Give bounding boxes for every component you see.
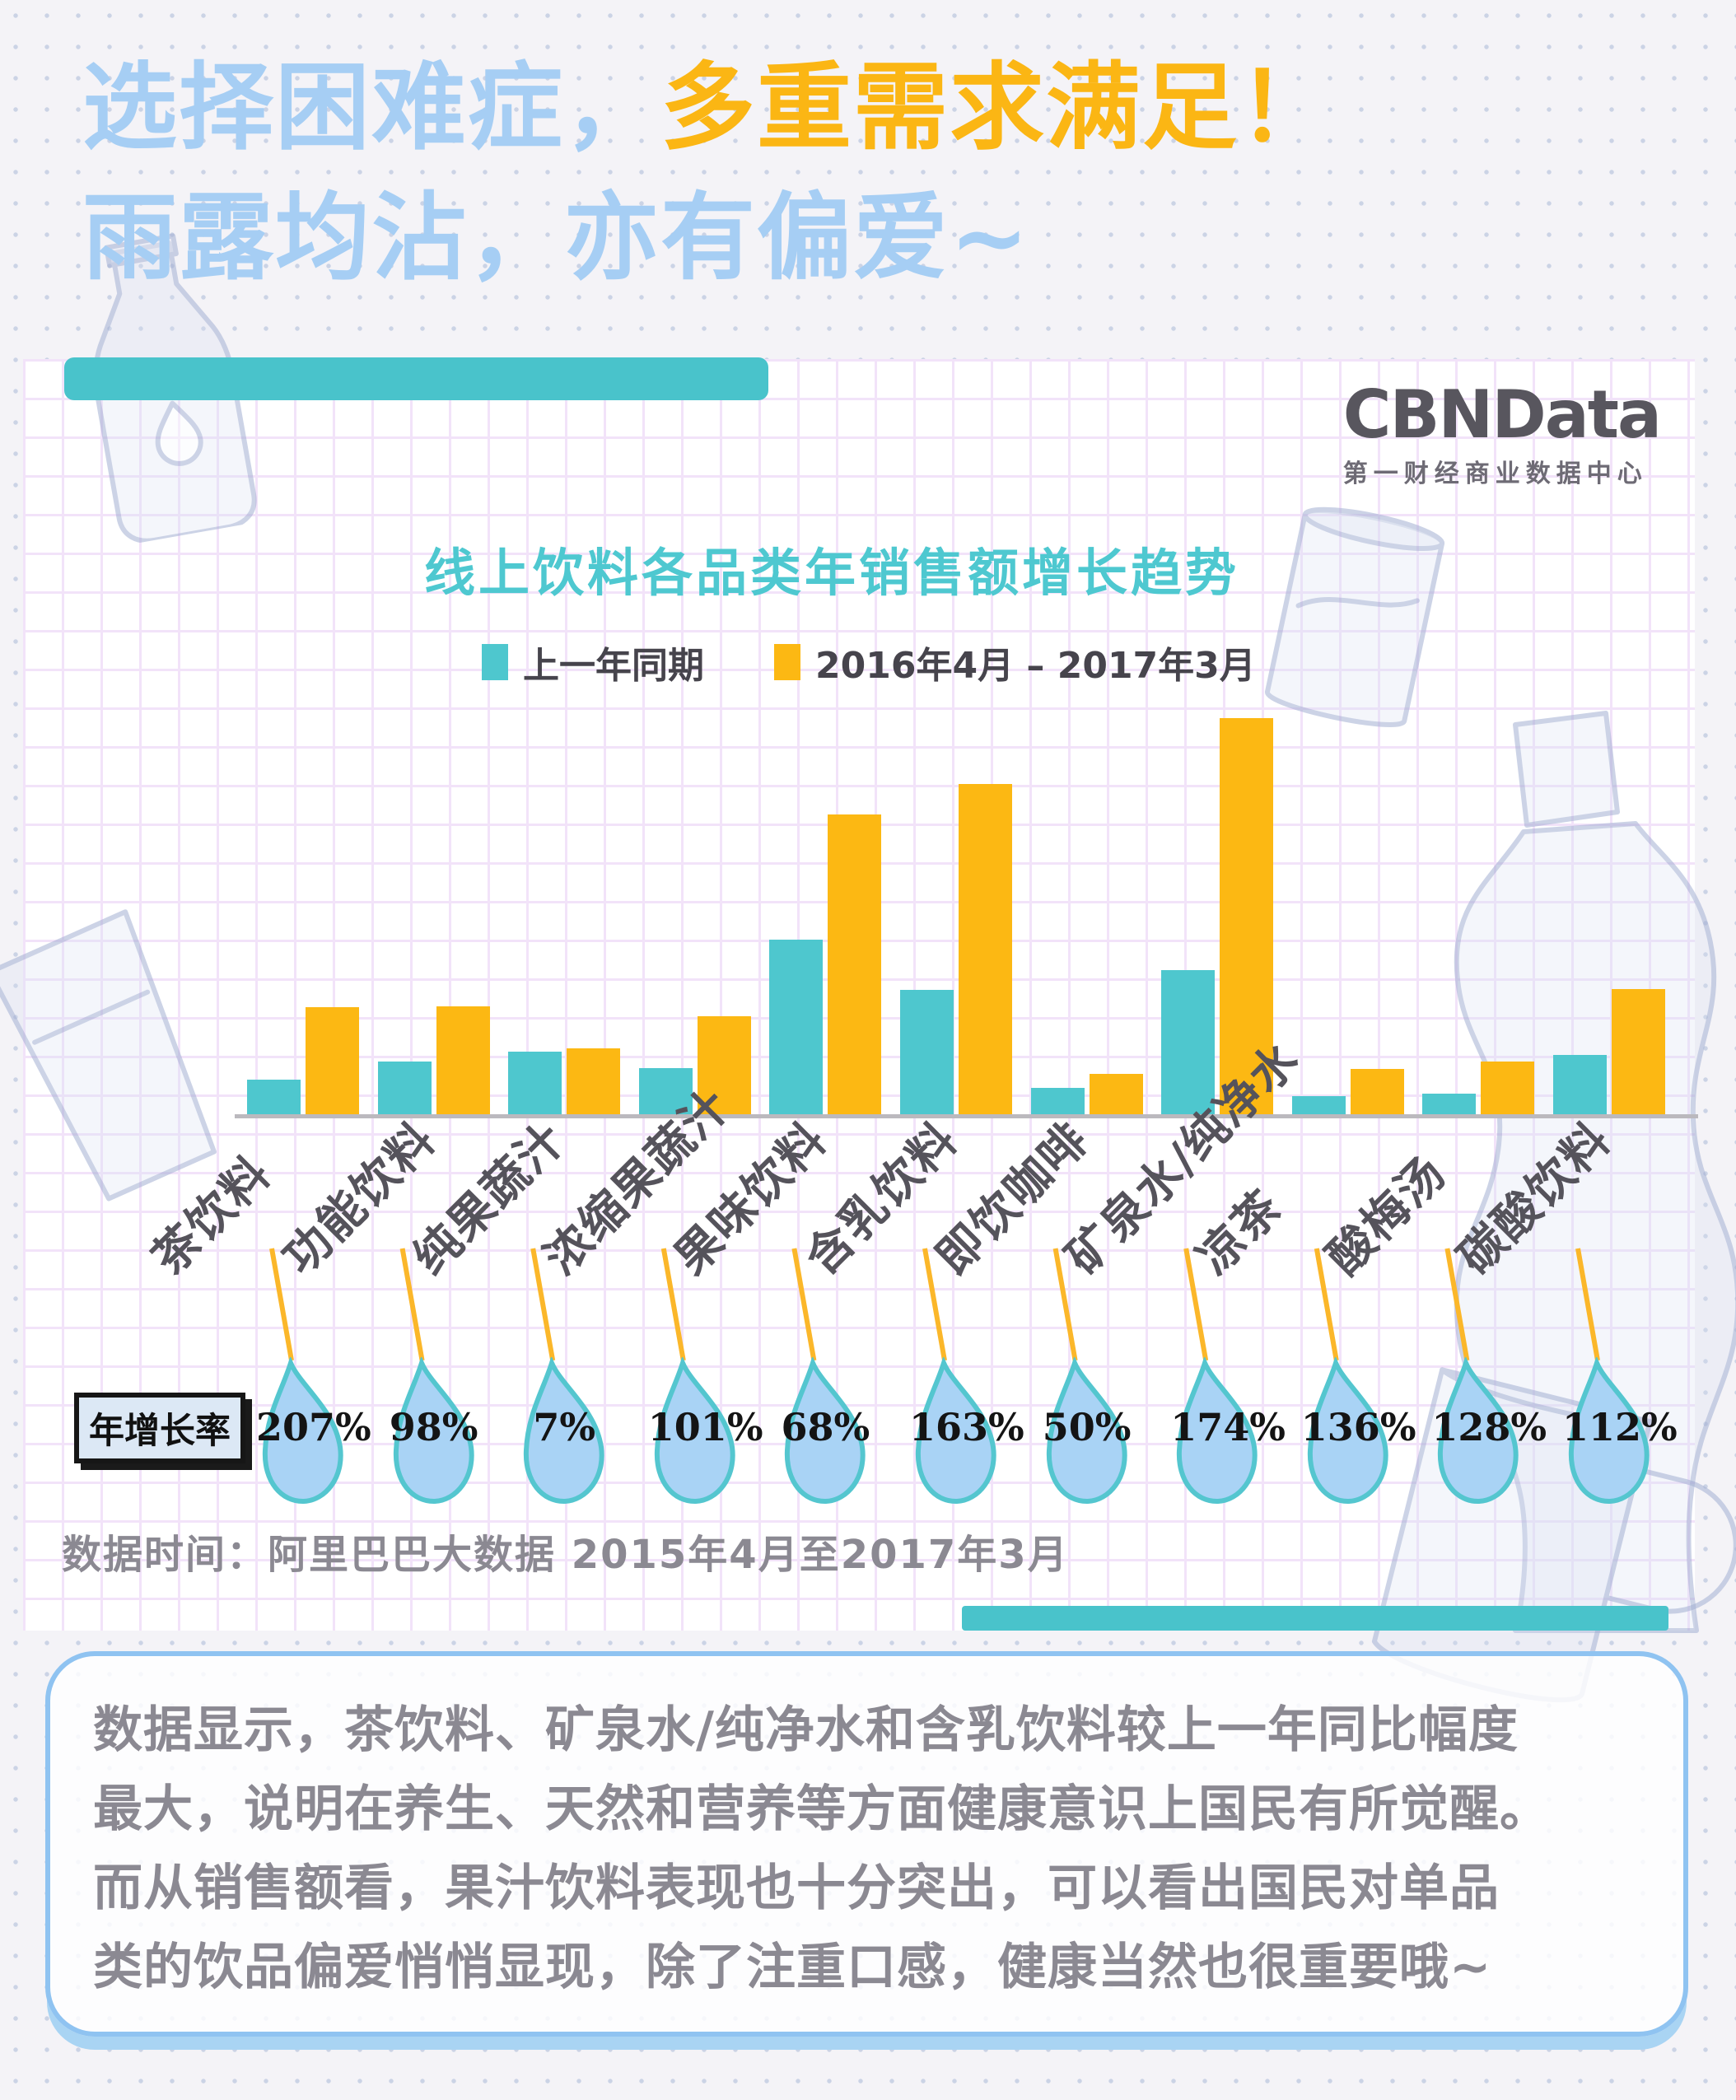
cbndata-logo: CBNData 第一财经商业数据中心 [1342,376,1662,489]
legend-swatch-icon [774,644,800,680]
commentary-line: 类的饮品偏爱悄悄显现，除了注重口感，健康当然也很重要哦~ [93,1939,1492,1996]
page-title: 选择困难症，多重需求满足！ 雨露均沾，亦有偏爱~ [82,43,1335,303]
logo-subtitle: 第一财经商业数据中心 [1342,460,1648,488]
footer-divider-bar [962,1606,1668,1631]
title-line1-yellow: 多重需求满足！ [660,53,1336,163]
commentary-box: 数据显示，茶饮料、矿泉水/纯净水和含乳饮料较上一年同比幅度 最大，说明在养生、天… [45,1651,1688,2037]
commentary-line: 而从销售额看，果汁饮料表现也十分突出，可以看出国民对单品 [93,1860,1500,1917]
commentary-line: 数据显示，茶饮料、矿泉水/纯净水和含乳饮料较上一年同比幅度 [93,1701,1519,1759]
legend-item-0: 上一年同期 [482,636,704,688]
commentary-text: 数据显示，茶饮料、矿泉水/纯净水和含乳饮料较上一年同比幅度 最大，说明在养生、天… [50,1656,1683,2042]
x-axis-line [235,1114,1698,1118]
page-title-line2: 雨露均沾，亦有偏爱~ [82,183,1031,293]
data-source-note: 数据时间：阿里巴巴大数据 2015年4月至2017年3月 [62,1532,1069,1578]
legend-label: 2016年4月 – 2017年3月 [815,645,1256,687]
commentary-line: 最大，说明在养生、天然和营养等方面健康意识上国民有所觉醒。 [93,1780,1550,1838]
logo-wordmark: CBNData [1342,376,1662,453]
legend-swatch-icon [482,644,508,680]
title-line1-blue: 选择困难症， [82,53,661,163]
growth-rate-label: 年增长率 [89,1411,231,1452]
title-divider-bar [64,357,768,400]
chart-legend: 上一年同期 2016年4月 – 2017年3月 [482,636,1256,688]
legend-item-1: 2016年4月 – 2017年3月 [774,636,1256,688]
chart-title: 线上饮料各品类年销售额增长趋势 [423,543,1239,603]
growth-rate-label-box: 年增长率 [74,1393,245,1463]
page-title-line1: 选择困难症，多重需求满足！ [82,43,1335,173]
legend-label: 上一年同期 [523,645,704,687]
